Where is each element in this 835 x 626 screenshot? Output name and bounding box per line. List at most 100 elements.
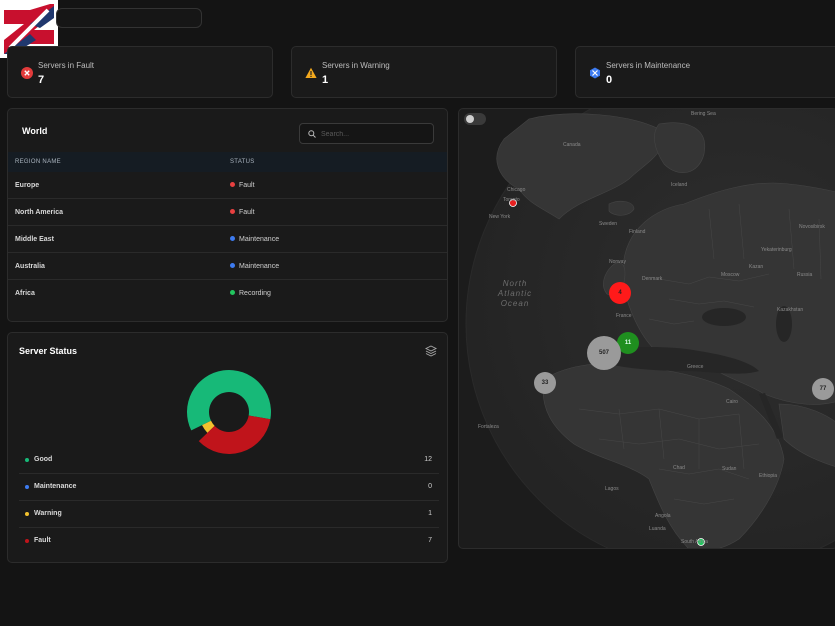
world-region-panel: World REGION NAME STATUS Europe Fault No… — [7, 108, 448, 322]
donut-slice-good[interactable] — [187, 370, 271, 431]
map-label-russia: Russia — [797, 272, 813, 278]
map-label-angola: Angola — [655, 513, 671, 519]
map-label-chicago: Chicago — [507, 187, 526, 193]
region-name: North America — [15, 209, 63, 216]
map-label-south-africa: South Africa — [681, 539, 708, 545]
layers-icon[interactable] — [425, 345, 437, 357]
map-label-greece: Greece — [687, 364, 704, 370]
region-name: Africa — [15, 290, 35, 297]
status-dot-icon — [230, 182, 235, 187]
global-search-input[interactable] — [56, 8, 202, 28]
map-cluster-marker[interactable]: 33 — [534, 372, 556, 394]
legend-value: 0 — [428, 483, 432, 490]
map-label-fortaleza: Fortaleza — [478, 424, 499, 430]
globe-map[interactable] — [459, 109, 835, 549]
status-dot-icon — [230, 263, 235, 268]
map-label-canada: Canada — [563, 142, 581, 148]
legend-dot-icon — [25, 485, 29, 489]
region-search-input[interactable] — [321, 127, 429, 141]
map-label-sweden: Sweden — [599, 221, 618, 227]
caspian-sea — [776, 306, 792, 342]
legend-value: 7 — [428, 537, 432, 544]
greenland-landmass — [654, 122, 706, 173]
region-status: Maintenance — [230, 236, 279, 243]
world-panel-title: World — [22, 126, 48, 136]
map-label-moscow: Moscow — [721, 272, 740, 278]
map-theme-toggle[interactable] — [464, 113, 486, 125]
legend-dot-icon — [25, 512, 29, 516]
map-label-denmark: Denmark — [642, 276, 663, 282]
map-label-ocean: North Atlantic Ocean — [497, 279, 533, 308]
warning-summary-card: Servers in Warning 1 — [291, 46, 557, 98]
region-name: Middle East — [15, 236, 54, 243]
error-circle-icon — [21, 67, 33, 79]
status-text: Maintenance — [239, 236, 280, 243]
map-label-yekaterinburg: Yekaterinburg — [761, 247, 792, 253]
map-label-sudan: Sudan — [722, 466, 737, 472]
legend-name: Good — [34, 456, 53, 463]
legend-dot-icon — [25, 539, 29, 543]
warning-summary-label: Servers in Warning — [322, 61, 390, 70]
server-status-panel: Server Status Good 12 Maintenance 0 Warn… — [7, 332, 448, 563]
red-sea — [759, 393, 783, 439]
map-cluster-marker[interactable]: 11 — [617, 332, 639, 354]
table-row[interactable]: North America Fault — [8, 199, 447, 226]
table-row[interactable]: Europe Fault — [8, 172, 447, 199]
fault-summary-card: Servers in Fault 7 — [7, 46, 273, 98]
fault-summary-value: 7 — [38, 74, 45, 86]
map-label-france: France — [616, 313, 632, 319]
donut-slice-fault[interactable] — [198, 415, 271, 454]
map-label-finland: Finland — [629, 229, 646, 235]
legend-name: Fault — [34, 537, 51, 544]
status-text: Fault — [239, 182, 255, 189]
map-label-novosibirsk: Novosibirsk — [799, 224, 825, 230]
map-cluster-marker[interactable]: 4 — [609, 282, 631, 304]
map-cluster-marker[interactable]: 507 — [587, 336, 621, 370]
region-table-header: REGION NAME STATUS — [8, 152, 447, 172]
map-label-toronto: Toronto — [503, 197, 520, 203]
donut-slice-warning[interactable] — [202, 420, 215, 433]
table-row[interactable]: Africa Recording — [8, 280, 447, 307]
region-name: Europe — [15, 182, 40, 189]
region-search-box[interactable] — [299, 123, 434, 144]
map-label-lagos: Lagos — [605, 486, 619, 492]
map-label-newyork: New York — [489, 214, 511, 220]
column-header-region[interactable]: REGION NAME — [15, 159, 61, 165]
brand-logo — [0, 0, 58, 58]
maintenance-summary-card: Servers in Maintenance 0 — [575, 46, 835, 98]
column-header-status[interactable]: STATUS — [230, 159, 255, 165]
legend-item-warning: Warning 1 — [19, 501, 439, 528]
maintenance-summary-value: 0 — [606, 74, 613, 86]
map-label-cairo: Cairo — [726, 399, 738, 405]
status-dot-icon — [230, 209, 235, 214]
search-icon — [308, 130, 316, 138]
server-location-marker[interactable] — [509, 199, 517, 207]
status-dot-icon — [230, 290, 235, 295]
country-borders — [578, 203, 822, 505]
legend-name: Maintenance — [34, 483, 77, 490]
status-text: Fault — [239, 209, 255, 216]
region-name: Australia — [15, 263, 45, 270]
world-map-panel[interactable]: Bering Sea Canada Chicago Toronto New Yo… — [458, 108, 835, 549]
server-status-donut-chart — [187, 370, 271, 454]
status-dot-icon — [230, 236, 235, 241]
legend-value: 1 — [428, 510, 432, 517]
north-america-landmass — [496, 113, 664, 220]
black-sea — [702, 308, 746, 326]
legend-value: 12 — [424, 456, 432, 463]
map-label-kazakhstan: Kazakhstan — [777, 307, 804, 313]
map-label-chad: Chad — [673, 465, 685, 471]
table-row[interactable]: Australia Maintenance — [8, 253, 447, 280]
map-label-ethiopia: Ethiopia — [759, 473, 778, 479]
iceland-landmass — [608, 200, 635, 216]
legend-name: Warning — [34, 510, 62, 517]
map-cluster-marker[interactable]: 77 — [812, 378, 834, 400]
server-location-marker[interactable] — [697, 538, 705, 546]
region-status: Maintenance — [230, 263, 279, 270]
region-status: Fault — [230, 209, 255, 216]
fault-summary-label: Servers in Fault — [38, 61, 95, 70]
maintenance-summary-label: Servers in Maintenance — [606, 61, 691, 70]
map-label-kazan: Kazan — [749, 264, 764, 270]
warning-triangle-icon — [305, 67, 317, 78]
table-row[interactable]: Middle East Maintenance — [8, 226, 447, 253]
